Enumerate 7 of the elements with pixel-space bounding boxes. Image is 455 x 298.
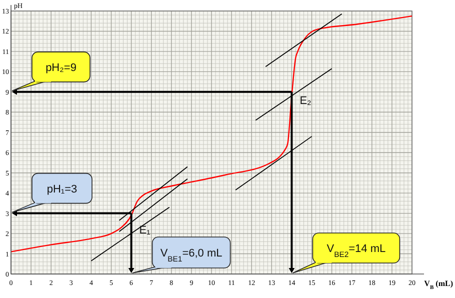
annotation: pH₂=9 xyxy=(46,62,76,74)
x-axis-title: V$_{B}$ (mL) xyxy=(424,279,454,291)
annotation: E₁ xyxy=(139,224,151,236)
annotation: V$_{BE1}$=6,0 mL xyxy=(160,248,222,263)
annotation: pH₁=3 xyxy=(46,183,78,196)
annotation: V$_{BE2}$=14 mL xyxy=(326,243,386,258)
annotation: E₂ xyxy=(300,94,312,107)
